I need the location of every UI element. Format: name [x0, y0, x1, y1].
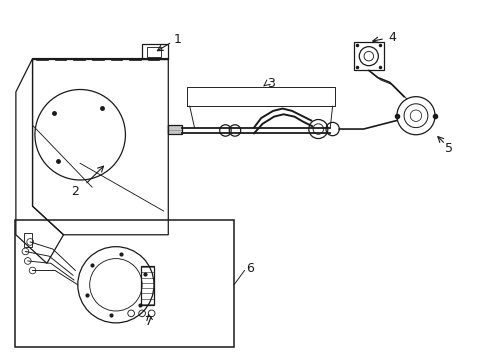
Text: 3: 3 — [266, 77, 274, 90]
Text: 6: 6 — [246, 262, 254, 275]
Text: 7: 7 — [145, 315, 153, 328]
Text: 2: 2 — [71, 185, 79, 198]
Bar — [353, 42, 383, 71]
Text: 5: 5 — [445, 141, 452, 154]
Bar — [142, 44, 168, 59]
Bar — [15, 220, 234, 347]
Text: 4: 4 — [387, 31, 395, 44]
Text: 1: 1 — [174, 33, 182, 46]
Bar — [168, 125, 181, 134]
Bar — [141, 266, 154, 305]
Bar — [24, 233, 32, 247]
Bar — [146, 47, 161, 57]
